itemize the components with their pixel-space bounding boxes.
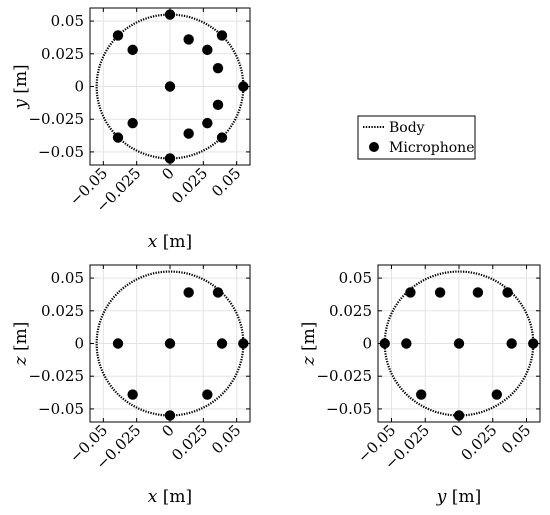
microphone-point [212, 287, 224, 298]
microphone-point [506, 338, 517, 349]
y-tick-label: −0.025 [28, 110, 84, 128]
x-tick-label: 0 [158, 164, 177, 183]
microphone-point [127, 44, 138, 56]
microphone-point [112, 338, 124, 349]
microphone-point [183, 287, 194, 298]
x-tick-label: 0 [158, 421, 177, 440]
microphone-point [216, 338, 228, 349]
microphone-point [212, 62, 224, 74]
microphone-point [216, 132, 228, 143]
microphone-point [405, 287, 416, 298]
microphone-point [216, 30, 228, 41]
x-tick-label: 0.05 [208, 421, 244, 457]
microphone-point [183, 128, 194, 139]
microphone-point [127, 117, 138, 129]
y-tick-label: 0 [74, 335, 84, 353]
microphone-point [502, 287, 513, 298]
y-tick-label: −0.05 [38, 143, 84, 161]
legend-body-label: Body [389, 120, 425, 136]
y-tick-label: −0.025 [316, 367, 372, 385]
x-tick-label: 0.025 [168, 164, 211, 207]
microphone-point [453, 410, 465, 421]
x-tick-label: 0 [447, 421, 466, 440]
microphone-point [164, 9, 176, 20]
y-tick-label: −0.025 [28, 367, 84, 385]
microphone-point [164, 410, 176, 421]
x-tick-label: 0.05 [498, 421, 534, 457]
microphone-point [401, 338, 412, 349]
microphone-point [202, 117, 213, 129]
y-tick-label: 0.025 [329, 302, 372, 320]
microphone-point [491, 389, 502, 400]
microphone-point [202, 44, 213, 56]
y-tick-label: 0 [74, 78, 84, 96]
microphone-point [112, 30, 124, 41]
y-tick-label: −0.05 [38, 400, 84, 418]
y-tick-label: 0.05 [51, 269, 84, 287]
legend-box [357, 115, 476, 160]
y-tick-label: −0.05 [326, 400, 372, 418]
microphone-point [164, 338, 176, 349]
y-axis-label: z [m] [299, 322, 319, 367]
microphone-point [183, 34, 194, 45]
y-tick-label: 0.05 [51, 12, 84, 30]
microphone-point [164, 153, 176, 164]
microphone-point [472, 287, 484, 298]
microphone-point [238, 81, 249, 92]
microphone-point [202, 389, 213, 400]
microphone-point [238, 338, 249, 349]
microphone-point [453, 338, 465, 349]
microphone-point [212, 99, 224, 111]
x-tick-label: 0.05 [208, 164, 244, 200]
microphone-point [112, 132, 124, 143]
y-tick-label: 0.025 [41, 302, 84, 320]
x-axis-label: y [m] [436, 487, 481, 507]
x-tick-label: 0.025 [457, 421, 500, 464]
microphone-point [164, 81, 176, 92]
y-tick-label: 0 [362, 335, 372, 353]
x-tick-label: 0.025 [168, 421, 211, 464]
microphone-point [127, 389, 138, 400]
x-axis-label: x [m] [148, 232, 192, 252]
x-axis-label: x [m] [148, 487, 192, 507]
microphone-point [434, 287, 446, 298]
y-tick-label: 0.05 [339, 269, 372, 287]
legend: Body Microphone [357, 115, 476, 160]
microphone-point [379, 338, 390, 349]
y-tick-label: 0.025 [41, 45, 84, 63]
legend-microphone-marker [369, 142, 379, 152]
y-axis-label: z [m] [11, 322, 31, 367]
microphone-point [416, 389, 427, 400]
legend-microphone-label: Microphone [389, 140, 474, 156]
y-axis-label: y [m] [11, 64, 31, 109]
microphone-point [528, 338, 539, 349]
